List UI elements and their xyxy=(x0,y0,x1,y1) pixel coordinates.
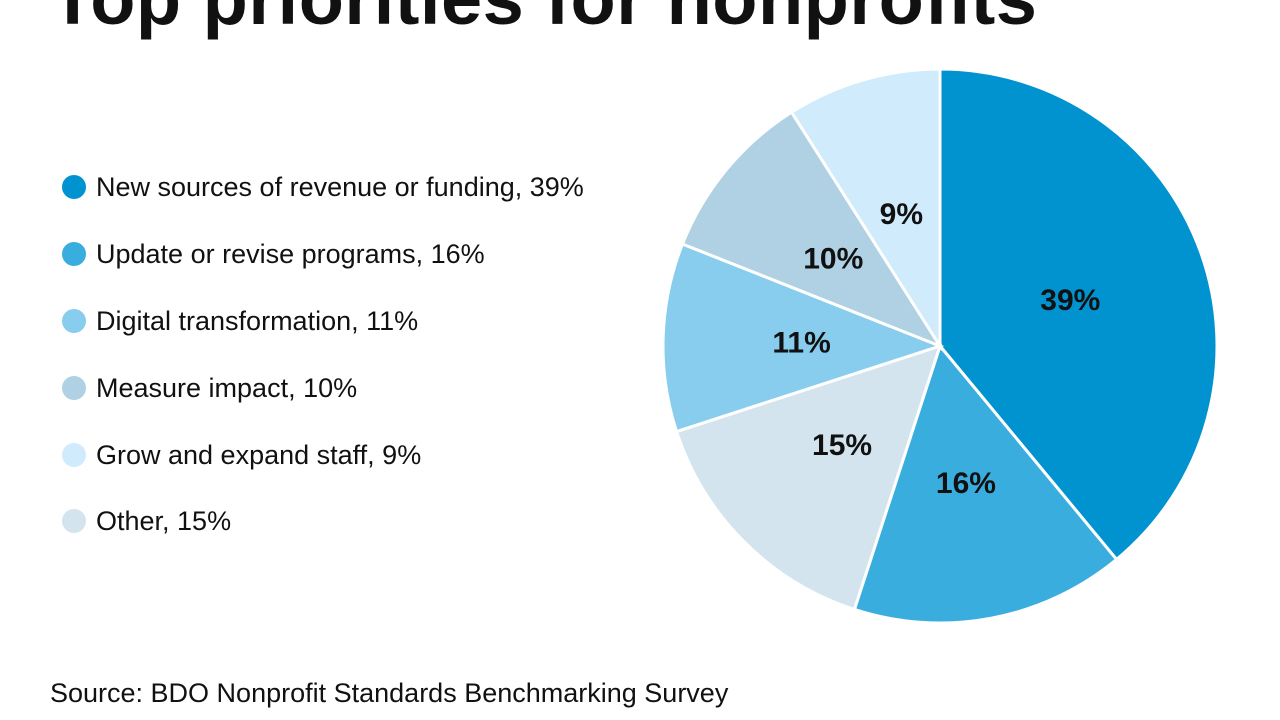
legend-item: Grow and expand staff, 9% xyxy=(62,438,421,472)
legend-label: Update or revise programs, 16% xyxy=(96,238,485,269)
legend-label: Measure impact, 10% xyxy=(96,372,358,403)
pie-slice xyxy=(789,67,942,352)
pie-slice xyxy=(852,342,1119,625)
legend-dot xyxy=(62,242,86,266)
legend-dot xyxy=(62,309,86,333)
legend-dot xyxy=(62,509,86,533)
legend-item: New sources of revenue or funding, 39% xyxy=(62,170,584,204)
slice-label: 9% xyxy=(880,198,923,231)
slice-label: 16% xyxy=(936,467,996,500)
legend-item: Update or revise programs, 16% xyxy=(62,237,485,271)
chart-title: Top priorities for nonprofits xyxy=(50,0,1037,41)
legend-label: New sources of revenue or funding, 39% xyxy=(96,171,584,202)
pie-slice xyxy=(938,67,1219,562)
slice-label: 11% xyxy=(772,327,830,360)
legend-dot xyxy=(62,376,86,400)
legend-item: Measure impact, 10% xyxy=(62,371,357,405)
legend-label: Other, 15% xyxy=(96,505,232,536)
legend-label: Grow and expand staff, 9% xyxy=(96,439,422,470)
legend-label: Digital transformation, 11% xyxy=(96,305,419,336)
slice-label: 39% xyxy=(1040,284,1100,317)
legend-dot xyxy=(62,175,86,199)
pie-slice xyxy=(674,343,943,612)
legend-item: Digital transformation, 11% xyxy=(62,304,418,338)
pie-slice xyxy=(680,110,944,350)
slice-label: 10% xyxy=(803,243,863,276)
source-note: Source: BDO Nonprofit Standards Benchmar… xyxy=(50,678,729,708)
legend-dot xyxy=(62,443,86,467)
slice-label: 15% xyxy=(812,429,872,462)
legend-item: Other, 15% xyxy=(62,504,231,538)
pie-slice xyxy=(661,242,945,434)
